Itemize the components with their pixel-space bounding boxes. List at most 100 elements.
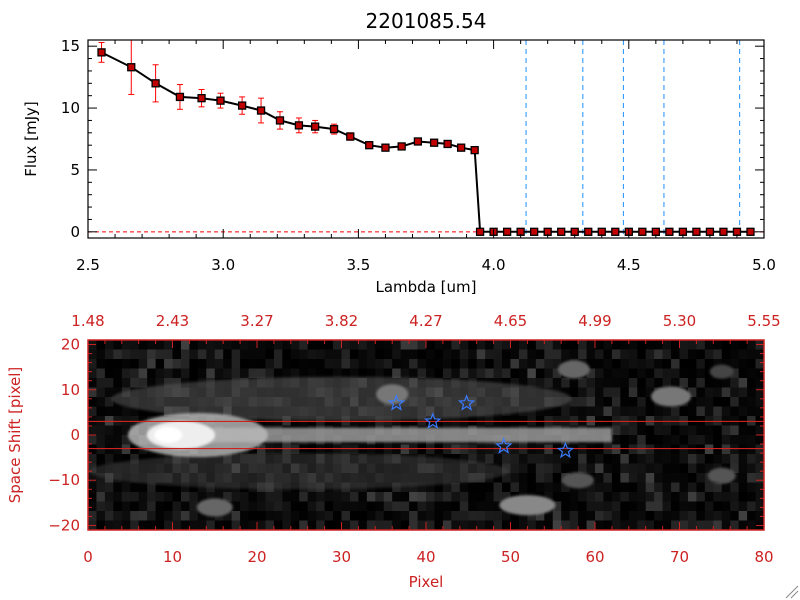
noise-pixel bbox=[738, 511, 748, 521]
noise-pixel bbox=[704, 368, 714, 379]
noise-pixel bbox=[88, 492, 97, 502]
noise-pixel bbox=[96, 435, 106, 445]
noise-pixel bbox=[620, 473, 630, 483]
trace-band bbox=[155, 427, 612, 443]
noise-pixel bbox=[485, 444, 495, 455]
noise-pixel bbox=[248, 349, 258, 360]
noise-pixel bbox=[687, 387, 697, 398]
noise-pixel bbox=[240, 359, 250, 369]
noise-pixel bbox=[248, 501, 258, 512]
noise-pixel bbox=[730, 359, 740, 369]
noise-pixel bbox=[138, 444, 148, 455]
noise-pixel bbox=[595, 359, 604, 369]
noise-pixel bbox=[552, 482, 562, 493]
noise-pixel bbox=[113, 454, 123, 464]
noise-pixel bbox=[434, 492, 444, 502]
noise-pixel bbox=[451, 492, 461, 502]
noise-pixel bbox=[755, 387, 764, 398]
noise-pixel bbox=[417, 501, 427, 512]
noise-pixel bbox=[755, 444, 764, 455]
noise-pixel bbox=[476, 511, 486, 521]
y-tick-label: −20 bbox=[48, 516, 80, 534]
noise-pixel bbox=[290, 359, 300, 369]
flux-data-point bbox=[584, 227, 593, 236]
noise-pixel bbox=[417, 520, 427, 530]
noise-pixel bbox=[561, 340, 571, 350]
noise-pixel bbox=[375, 520, 385, 530]
noise-pixel bbox=[189, 349, 199, 360]
noise-pixel bbox=[434, 482, 444, 493]
noise-pixel bbox=[96, 520, 106, 530]
noise-pixel bbox=[426, 492, 435, 502]
noise-pixel bbox=[747, 425, 757, 436]
noise-pixel bbox=[88, 444, 97, 455]
noise-pixel bbox=[290, 368, 300, 379]
noise-pixel bbox=[155, 349, 165, 360]
noise-pixel bbox=[180, 359, 190, 369]
noise-pixel bbox=[273, 359, 283, 369]
noise-pixel bbox=[88, 378, 97, 388]
noise-pixel bbox=[451, 368, 461, 379]
noise-pixel bbox=[544, 340, 554, 350]
noise-pixel bbox=[121, 406, 131, 417]
noise-pixel bbox=[552, 454, 562, 464]
noise-pixel bbox=[257, 368, 266, 379]
noise-pixel bbox=[544, 406, 554, 417]
noise-pixel bbox=[104, 406, 114, 417]
noise-pixel bbox=[375, 492, 385, 502]
noise-pixel bbox=[459, 444, 469, 455]
noise-pixel bbox=[586, 378, 596, 388]
noise-pixel bbox=[434, 340, 444, 350]
noise-pixel bbox=[704, 425, 714, 436]
noise-pixel bbox=[645, 492, 655, 502]
noise-pixel bbox=[561, 378, 571, 388]
resize-grip[interactable] bbox=[785, 585, 799, 599]
noise-pixel bbox=[426, 444, 435, 455]
noise-pixel bbox=[400, 520, 410, 530]
noise-pixel bbox=[671, 463, 680, 474]
noise-pixel bbox=[206, 349, 216, 360]
noise-pixel bbox=[434, 520, 444, 530]
noise-pixel bbox=[637, 492, 647, 502]
noise-pixel bbox=[578, 454, 588, 464]
noise-pixel bbox=[316, 359, 326, 369]
noise-pixel bbox=[645, 444, 655, 455]
noise-pixel bbox=[164, 368, 173, 379]
noise-pixel bbox=[358, 492, 368, 502]
noise-pixel bbox=[518, 463, 528, 474]
noise-pixel bbox=[620, 444, 630, 455]
noise-pixel bbox=[518, 349, 528, 360]
flux-data-point bbox=[557, 227, 566, 236]
noise-pixel bbox=[637, 501, 647, 512]
noise-pixel bbox=[586, 368, 596, 379]
noise-pixel bbox=[713, 501, 723, 512]
flux-data-point bbox=[530, 227, 539, 236]
noise-pixel bbox=[671, 340, 680, 350]
noise-pixel bbox=[747, 397, 757, 407]
noise-pixel bbox=[409, 520, 419, 530]
noise-pixel bbox=[88, 406, 97, 417]
noise-pixel bbox=[223, 349, 233, 360]
noise-pixel bbox=[535, 444, 545, 455]
noise-pixel bbox=[747, 473, 757, 483]
noise-pixel bbox=[459, 340, 469, 350]
noise-pixel bbox=[104, 511, 114, 521]
noise-pixel bbox=[341, 492, 351, 502]
noise-pixel bbox=[113, 444, 123, 455]
noise-pixel bbox=[493, 501, 503, 512]
diffuse-band-lower bbox=[89, 453, 510, 490]
noise-pixel bbox=[535, 454, 545, 464]
noise-pixel bbox=[392, 340, 402, 350]
noise-pixel bbox=[704, 492, 714, 502]
noise-pixel bbox=[375, 340, 385, 350]
noise-pixel bbox=[392, 444, 402, 455]
noise-pixel bbox=[172, 368, 182, 379]
noise-pixel bbox=[620, 492, 630, 502]
noise-pixel bbox=[206, 492, 216, 502]
flux-data-point bbox=[329, 124, 339, 134]
noise-pixel bbox=[696, 368, 706, 379]
noise-pixel bbox=[417, 482, 427, 493]
noise-pixel bbox=[721, 359, 731, 369]
noise-pixel bbox=[130, 444, 140, 455]
noise-pixel bbox=[493, 340, 503, 350]
